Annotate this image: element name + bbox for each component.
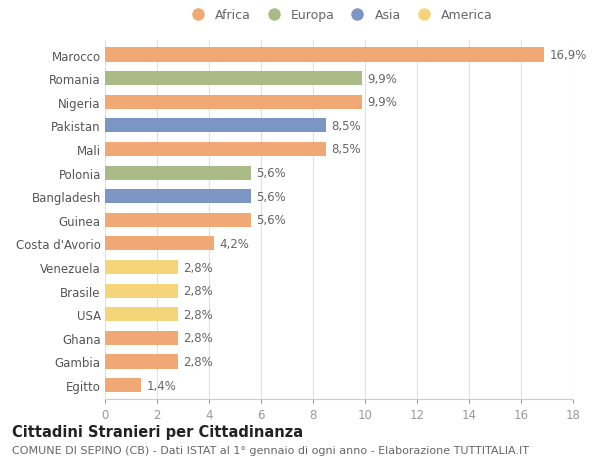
Bar [105, 190, 251, 204]
Bar [105, 166, 251, 180]
Bar [105, 95, 362, 110]
Text: 16,9%: 16,9% [550, 49, 587, 62]
Text: 2,8%: 2,8% [183, 331, 213, 345]
Bar [105, 72, 362, 86]
Bar [105, 260, 178, 274]
Bar [105, 237, 214, 251]
Bar [105, 213, 251, 227]
Bar [105, 354, 178, 369]
Text: 2,8%: 2,8% [183, 355, 213, 368]
Bar [105, 284, 178, 298]
Bar [105, 48, 544, 62]
Legend: Africa, Europa, Asia, America: Africa, Europa, Asia, America [182, 6, 496, 24]
Bar [105, 143, 326, 157]
Bar [105, 378, 142, 392]
Text: 2,8%: 2,8% [183, 261, 213, 274]
Bar [105, 119, 326, 133]
Text: 9,9%: 9,9% [368, 96, 397, 109]
Text: 2,8%: 2,8% [183, 285, 213, 297]
Text: 4,2%: 4,2% [220, 237, 249, 250]
Text: 2,8%: 2,8% [183, 308, 213, 321]
Bar [105, 308, 178, 322]
Text: 9,9%: 9,9% [368, 73, 397, 85]
Bar [105, 331, 178, 345]
Text: 8,5%: 8,5% [331, 143, 361, 156]
Text: 5,6%: 5,6% [256, 214, 286, 227]
Text: 5,6%: 5,6% [256, 167, 286, 179]
Text: COMUNE DI SEPINO (CB) - Dati ISTAT al 1° gennaio di ogni anno - Elaborazione TUT: COMUNE DI SEPINO (CB) - Dati ISTAT al 1°… [12, 445, 529, 455]
Text: Cittadini Stranieri per Cittadinanza: Cittadini Stranieri per Cittadinanza [12, 425, 303, 440]
Text: 8,5%: 8,5% [331, 120, 361, 133]
Text: 5,6%: 5,6% [256, 190, 286, 203]
Text: 1,4%: 1,4% [146, 379, 176, 392]
